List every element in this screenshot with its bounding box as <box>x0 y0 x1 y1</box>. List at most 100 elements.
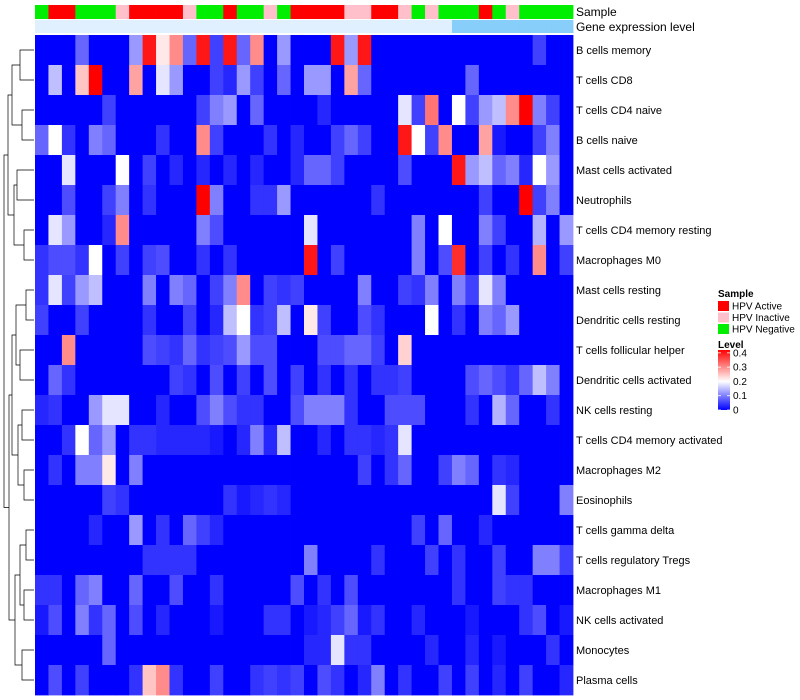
heatmap-cell <box>102 35 117 66</box>
heatmap-cell <box>519 365 534 396</box>
heatmap-cell <box>398 65 412 96</box>
heatmap-cell <box>223 365 238 396</box>
heatmap-cell <box>196 395 211 426</box>
gene-expression-cell <box>398 20 412 33</box>
heatmap-cell <box>317 305 332 336</box>
heatmap-cell <box>505 455 520 486</box>
heatmap-cell <box>35 605 49 636</box>
heatmap-cell <box>102 365 117 396</box>
gene-expression-track-label: Gene expression level <box>576 20 695 34</box>
heatmap-cell <box>519 545 534 576</box>
heatmap-cell <box>344 605 359 636</box>
heatmap-cell <box>371 305 386 336</box>
dendrogram-branch <box>11 334 18 456</box>
heatmap-cell <box>196 275 211 306</box>
heatmap-cell <box>398 545 412 576</box>
heatmap-cell <box>48 365 63 396</box>
level-tick-label: 0 <box>733 406 739 417</box>
heatmap-cell <box>129 305 143 336</box>
heatmap-cell <box>465 215 480 246</box>
heatmap-cell <box>223 575 238 606</box>
heatmap-cell <box>357 545 372 576</box>
heatmap-cell <box>61 245 76 276</box>
gene-expression-cell <box>519 20 534 33</box>
heatmap-cell <box>250 245 265 276</box>
heatmap-cell <box>48 515 63 546</box>
gene-expression-cell <box>505 20 520 33</box>
heatmap-cell <box>411 455 426 486</box>
heatmap-cell <box>438 485 453 516</box>
heatmap-cell <box>411 335 426 366</box>
row-label-plasma-cells: Plasma cells <box>576 675 638 687</box>
heatmap-cell <box>478 515 493 546</box>
heatmap-cell <box>357 605 372 636</box>
heatmap-cell <box>425 215 439 246</box>
heatmap-cell <box>317 95 332 126</box>
heatmap-cell <box>505 365 520 396</box>
heatmap-cell <box>102 395 117 426</box>
heatmap-cell <box>182 95 197 126</box>
heatmap-cell <box>451 155 466 186</box>
gene-expression-cell <box>290 20 305 33</box>
heatmap-cell <box>559 425 574 456</box>
heatmap-cell <box>505 155 520 186</box>
heatmap-cell <box>142 215 157 246</box>
heatmap-cell <box>277 245 291 276</box>
heatmap-cell <box>169 155 184 186</box>
heatmap-cell <box>182 635 197 666</box>
heatmap-cell <box>451 35 466 66</box>
heatmap-cell <box>330 545 345 576</box>
gene-expression-cell <box>223 20 238 33</box>
heatmap-cell <box>196 605 211 636</box>
row-label-mast-cells-resting: Mast cells resting <box>576 285 661 297</box>
gene-expression-cell <box>451 20 466 33</box>
heatmap-cell <box>236 575 251 606</box>
heatmap-cell <box>505 65 520 96</box>
heatmap-cell <box>478 395 493 426</box>
heatmap-cell <box>196 65 211 96</box>
heatmap-cell <box>115 65 130 96</box>
heatmap-cell <box>250 515 265 546</box>
heatmap-cell <box>371 335 386 366</box>
heatmap-cell <box>196 245 211 276</box>
heatmap-cell <box>438 65 453 96</box>
heatmap-cell <box>546 125 560 156</box>
heatmap-cell <box>519 185 534 216</box>
heatmap-cell <box>411 575 426 606</box>
heatmap-cell <box>290 155 305 186</box>
heatmap-cell <box>236 545 251 576</box>
heatmap-cell <box>371 35 386 66</box>
heatmap-cell <box>478 305 493 336</box>
heatmap-cell <box>304 65 318 96</box>
heatmap-cell <box>546 65 560 96</box>
heatmap-cell <box>102 155 117 186</box>
heatmap-cell <box>317 665 332 696</box>
heatmap-cell <box>182 665 197 696</box>
dendrogram-branch <box>19 349 34 381</box>
heatmap-cell <box>451 665 466 696</box>
heatmap-cell <box>129 335 143 366</box>
row-label-t-cells-follicular-helper: T cells follicular helper <box>576 345 685 357</box>
heatmap-cell <box>492 275 507 306</box>
heatmap-cell <box>35 545 49 576</box>
heatmap-cell <box>532 155 547 186</box>
heatmap-cell <box>250 185 265 216</box>
heatmap-cell <box>169 665 184 696</box>
heatmap-cell <box>304 365 318 396</box>
heatmap-cell <box>142 365 157 396</box>
heatmap-cell <box>277 365 291 396</box>
heatmap-cell <box>492 665 507 696</box>
gene-expression-cell <box>35 20 49 33</box>
heatmap-cell <box>304 545 318 576</box>
gene-expression-cell <box>196 20 211 33</box>
heatmap-cell <box>263 605 278 636</box>
heatmap-cell <box>532 425 547 456</box>
heatmap-cell <box>532 485 547 516</box>
heatmap-cell <box>344 575 359 606</box>
heatmap-cell <box>115 545 130 576</box>
heatmap-cell <box>209 545 224 576</box>
heatmap-cell <box>129 575 143 606</box>
sample-annotation-cell <box>505 5 520 19</box>
heatmap-cell <box>236 365 251 396</box>
